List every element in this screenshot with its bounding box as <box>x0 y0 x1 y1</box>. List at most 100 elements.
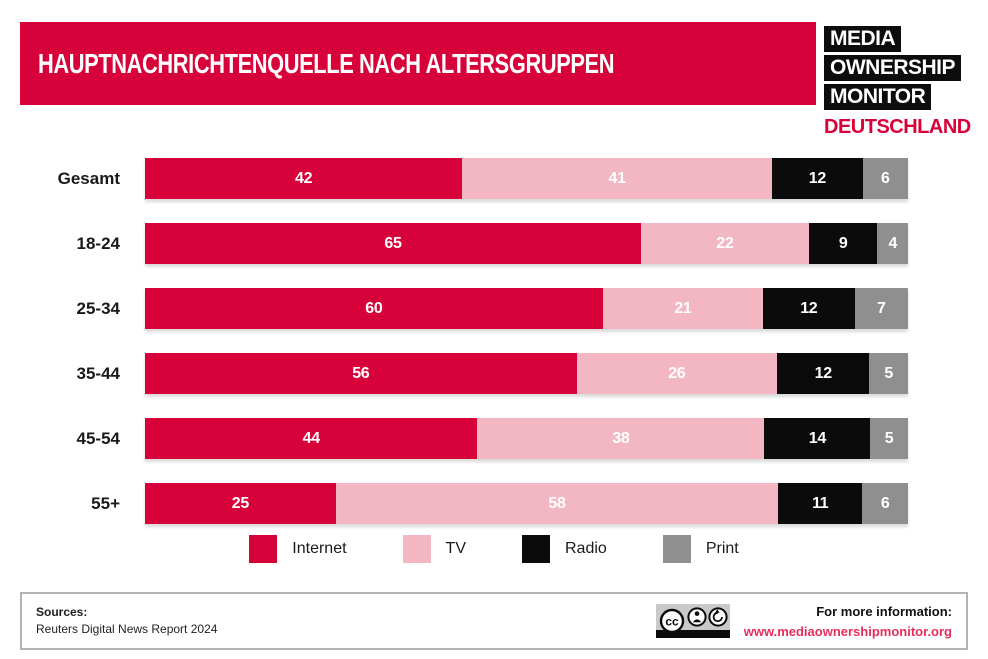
value-label: 11 <box>812 494 829 512</box>
bar-segment-radio: 12 <box>776 353 870 394</box>
bar-segment-internet: 25 <box>145 483 336 524</box>
value-label: 12 <box>808 169 827 187</box>
legend-swatch-icon <box>522 535 550 563</box>
value-label: 6 <box>880 494 890 512</box>
value-label: 60 <box>365 299 383 317</box>
mom-logo: MEDIA OWNERSHIP MONITOR DEUTSCHLAND <box>824 26 971 139</box>
logo-line-ownership: OWNERSHIP <box>824 55 962 81</box>
info-label: For more information: <box>816 604 952 620</box>
sources-text: Reuters Digital News Report 2024 <box>36 622 218 636</box>
legend-swatch-icon <box>249 535 278 563</box>
chart-legend: Internet TV Radio Print <box>0 535 988 563</box>
value-label: 42 <box>295 169 313 187</box>
bar-segment-print: 7 <box>854 288 908 329</box>
value-label: 56 <box>352 364 370 382</box>
header-banner: HAUPTNACHRICHTENQUELLE NACH ALTERSGRUPPE… <box>20 22 816 105</box>
bar-segment-print: 6 <box>862 483 909 524</box>
bar-segment-internet: 56 <box>145 353 577 394</box>
cc-icon: cc <box>659 608 684 634</box>
category-label: 45-54 <box>76 428 120 448</box>
sources-block: Sources: Reuters Digital News Report 202… <box>36 604 217 638</box>
bar-segment-radio: 14 <box>764 418 871 459</box>
value-label: 6 <box>881 169 890 187</box>
bar-segment-internet: 65 <box>145 223 641 264</box>
bar-segment-internet: 60 <box>145 288 603 329</box>
info-block: For more information: www.mediaownership… <box>744 601 952 640</box>
value-label: 5 <box>884 364 894 382</box>
logo-line-media: MEDIA <box>824 26 902 52</box>
bar-segment-radio: 12 <box>763 288 855 329</box>
bar-segment-radio: 9 <box>808 223 878 264</box>
chart-row: 35-44 56 26 12 5 <box>20 353 908 394</box>
stacked-bar: 25 58 11 6 <box>145 483 909 524</box>
value-label: 21 <box>674 299 692 317</box>
category-label: 55+ <box>91 493 120 513</box>
bar-segment-tv: 41 <box>462 158 773 199</box>
bar-segment-print: 5 <box>870 418 908 459</box>
legend-item-tv: TV <box>402 535 466 563</box>
page-title: HAUPTNACHRICHTENQUELLE NACH ALTERSGRUPPE… <box>38 47 615 79</box>
value-label: 44 <box>302 429 321 447</box>
legend-label: Internet <box>292 540 347 557</box>
footer-right: cc For more information: www.mediaowners… <box>655 601 952 640</box>
bar-segment-internet: 44 <box>145 418 478 459</box>
stacked-bar: 65 22 9 4 <box>145 223 908 264</box>
value-label: 5 <box>884 429 894 447</box>
legend-item-internet: Internet <box>249 535 347 563</box>
stacked-bar: 44 38 14 5 <box>145 418 908 459</box>
cc-license-badge: cc <box>655 603 730 638</box>
value-label: 22 <box>716 234 734 252</box>
value-label: 38 <box>612 429 630 447</box>
value-label: 26 <box>668 364 686 382</box>
badge-bottom-strip <box>655 629 730 638</box>
chart-row: 55+ 25 58 11 6 <box>20 483 909 524</box>
chart-rows: Gesamt 42 41 12 6 18-24 65 22 9 4 25-34 60 21 12 7 35-4… <box>20 158 909 548</box>
value-label: 9 <box>838 234 848 252</box>
value-label: 7 <box>876 299 886 317</box>
value-label: 4 <box>888 234 898 252</box>
logo-line-monitor: MONITOR <box>824 84 932 110</box>
stacked-bar: 42 41 12 6 <box>145 158 908 199</box>
info-url-link[interactable]: www.mediaownershipmonitor.org <box>743 624 952 640</box>
bar-segment-print: 5 <box>869 353 908 394</box>
chart-row: Gesamt 42 41 12 6 <box>20 158 908 199</box>
chart-row: 25-34 60 21 12 7 <box>20 288 908 329</box>
category-label: 25-34 <box>76 298 120 318</box>
bar-segment-radio: 12 <box>772 158 863 199</box>
svg-text:cc: cc <box>665 614 679 628</box>
bar-segment-internet: 42 <box>145 158 463 199</box>
value-label: 41 <box>608 169 627 187</box>
stacked-bar: 60 21 12 7 <box>145 288 908 329</box>
category-label: 18-24 <box>76 233 120 253</box>
legend-label: Radio <box>565 540 607 557</box>
share-alike-icon <box>708 607 728 627</box>
category-label: 35-44 <box>76 363 120 383</box>
value-label: 12 <box>800 299 818 317</box>
bar-segment-print: 4 <box>877 223 908 264</box>
stacked-bar: 56 26 12 5 <box>145 353 908 394</box>
legend-item-print: Print <box>662 535 739 563</box>
sources-label: Sources: <box>36 605 88 620</box>
footer: Sources: Reuters Digital News Report 202… <box>20 592 968 650</box>
category-label: Gesamt <box>57 168 120 188</box>
bar-segment-tv: 21 <box>602 288 764 329</box>
chart-row: 18-24 65 22 9 4 <box>20 223 908 264</box>
bar-segment-tv: 22 <box>640 223 809 264</box>
legend-swatch-icon <box>662 535 691 563</box>
value-label: 14 <box>808 429 827 447</box>
bar-segment-tv: 38 <box>477 418 765 459</box>
legend-swatch-icon <box>402 535 431 563</box>
value-label: 65 <box>384 234 402 252</box>
bar-segment-radio: 11 <box>778 483 863 524</box>
bar-segment-print: 6 <box>862 158 908 199</box>
legend-label: Print <box>705 540 739 557</box>
legend-item-radio: Radio <box>522 535 607 563</box>
logo-country: DEUTSCHLAND <box>824 116 971 138</box>
value-label: 58 <box>548 494 566 512</box>
bar-segment-tv: 26 <box>576 353 777 394</box>
chart-row: 45-54 44 38 14 5 <box>20 418 908 459</box>
value-label: 12 <box>814 364 833 382</box>
value-label: 25 <box>231 494 250 512</box>
legend-label: TV <box>445 540 466 557</box>
